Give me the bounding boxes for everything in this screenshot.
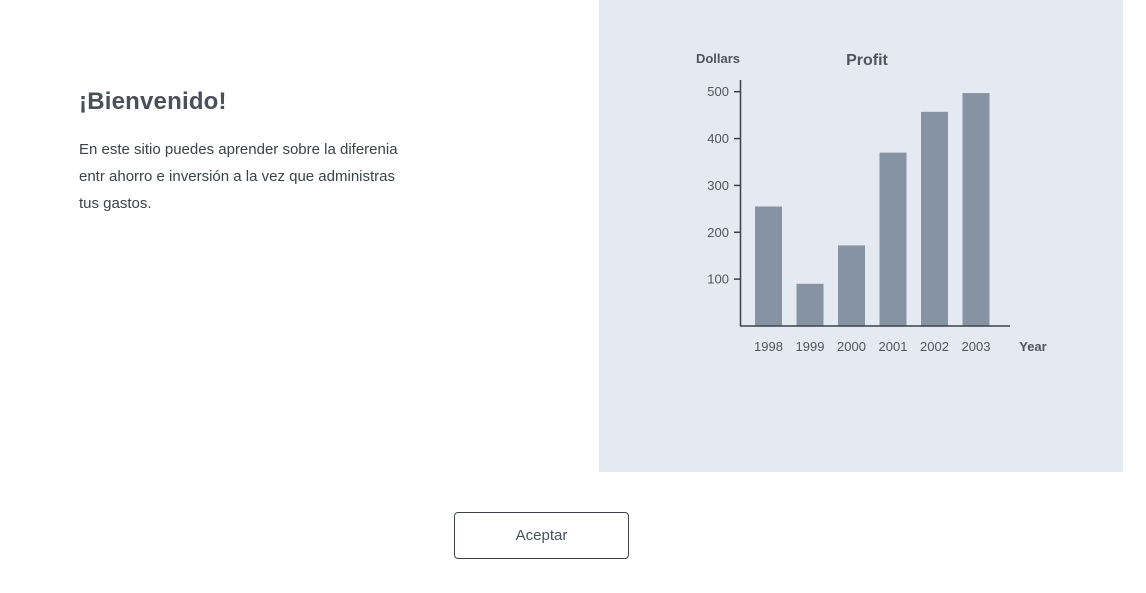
x-tick-label: 2000 (837, 339, 866, 354)
bar-2001 (879, 152, 907, 326)
y-tick-label: 400 (707, 131, 729, 146)
bar-2000 (838, 245, 865, 326)
y-ticks-group: 100 200 300 400 500 (707, 84, 740, 287)
y-axis-title: Dollars (696, 51, 740, 66)
bars-group (755, 93, 990, 327)
accept-button[interactable]: Aceptar (454, 512, 629, 559)
welcome-title: ¡Bienvenido! (79, 88, 227, 115)
y-tick-label: 500 (707, 84, 729, 99)
y-tick-label: 200 (707, 225, 729, 240)
welcome-description-line: tus gastos. (79, 195, 152, 212)
x-tick-label: 2003 (962, 339, 991, 354)
welcome-description-line: En este sitio puedes aprender sobre la d… (79, 141, 398, 158)
profit-chart: Dollars Profit Year 100 200 300 400 500 1998… (696, 51, 1047, 354)
x-axis-title: Year (1019, 339, 1046, 354)
bar-2002 (921, 111, 948, 327)
y-tick-label: 100 (707, 272, 729, 287)
bar-1998 (755, 206, 782, 326)
x-tick-label: 2002 (920, 339, 949, 354)
bar-1999 (796, 283, 824, 326)
x-tick-label: 2001 (879, 339, 908, 354)
chart-title: Profit (846, 52, 888, 69)
welcome-description-line: entr ahorro e inversión a la vez que adm… (79, 168, 395, 185)
welcome-description: En este sitio puedes aprender sobre la d… (79, 136, 439, 217)
x-ticks-group: 1998 1999 2000 2001 2002 2003 (754, 339, 990, 354)
y-tick-label: 300 (707, 178, 729, 193)
welcome-section: ¡Bienvenido! En este sitio puedes aprend… (79, 88, 439, 217)
x-tick-label: 1999 (796, 339, 825, 354)
bar-2003 (962, 93, 990, 326)
chart-panel: Dollars Profit Year 100 200 300 400 500 1998… (599, 0, 1123, 472)
x-tick-label: 1998 (754, 339, 783, 354)
